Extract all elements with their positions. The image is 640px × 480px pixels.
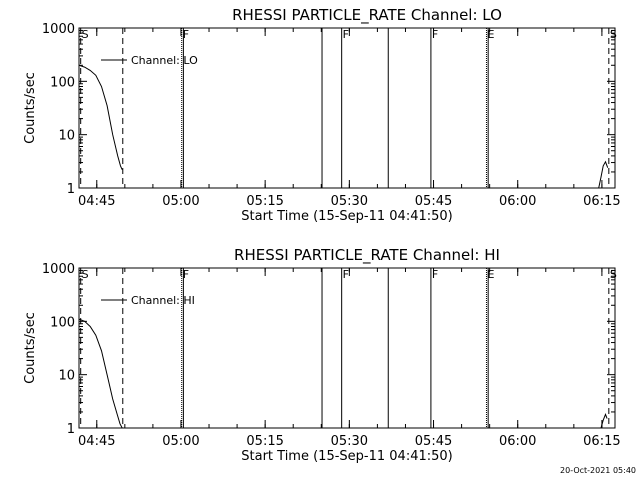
y-tick-label: 1000 (42, 22, 75, 37)
event-marker-label: E (487, 268, 494, 281)
y-tick-label: 100 (50, 315, 75, 330)
y-tick-label: 100 (50, 75, 75, 90)
plot-frame (78, 27, 616, 189)
y-axis-label: Counts/sec (23, 312, 38, 384)
x-tick-label: 06:15 (583, 434, 620, 449)
event-marker-label: F (432, 28, 438, 41)
x-tick-label: 05:30 (331, 434, 368, 449)
x-tick-label: 05:00 (162, 194, 199, 209)
event-marker-label: F (183, 28, 189, 41)
series-line (598, 160, 609, 189)
x-axis-label: Start Time (15-Sep-11 04:41:50) (241, 209, 452, 224)
event-marker-label: S (82, 28, 89, 41)
y-axis-label: Counts/sec (23, 72, 38, 144)
event-marker-label: F (343, 28, 349, 41)
y-tick-label: 1000 (42, 262, 75, 277)
y-tick-label: 1 (67, 422, 75, 437)
x-tick-label: 06:15 (583, 194, 620, 209)
x-tick-label: 06:00 (499, 194, 536, 209)
footer-timestamp: 20-Oct-2021 05:40 (560, 466, 636, 475)
event-marker-label: S (610, 268, 617, 281)
event-marker-label: F (183, 268, 189, 281)
legend-label: Channel: LO (131, 54, 198, 67)
plot-frame (78, 267, 616, 429)
y-tick-label: 10 (58, 129, 75, 144)
event-marker-label: S (610, 28, 617, 41)
x-tick-label: 05:00 (162, 434, 199, 449)
event-marker-label: E (487, 28, 494, 41)
x-tick-label: 05:45 (415, 434, 452, 449)
x-tick-label: 04:45 (78, 194, 115, 209)
series-line (78, 318, 123, 429)
event-marker-label: F (343, 268, 349, 281)
x-tick-label: 05:15 (246, 194, 283, 209)
event-marker-label: F (432, 268, 438, 281)
x-tick-label: 05:45 (415, 194, 452, 209)
x-tick-label: 05:15 (246, 434, 283, 449)
x-axis-label: Start Time (15-Sep-11 04:41:50) (241, 449, 452, 464)
x-tick-label: 04:45 (78, 434, 115, 449)
y-tick-label: 10 (58, 369, 75, 384)
x-tick-label: 06:00 (499, 434, 536, 449)
series-line (78, 64, 123, 170)
event-marker-label: S (82, 268, 89, 281)
hi-channel-panel: RHESSI PARTICLE_RATE Channel: HI 1 10 100 10… (23, 246, 621, 464)
y-tick-label: 1 (67, 182, 75, 197)
x-tick-label: 05:30 (331, 194, 368, 209)
chart-title: RHESSI PARTICLE_RATE Channel: HI (234, 246, 500, 265)
legend-label: Channel: HI (131, 294, 195, 307)
chart-title: RHESSI PARTICLE_RATE Channel: LO (232, 6, 502, 25)
series-line (600, 413, 608, 429)
lo-channel-panel: RHESSI PARTICLE_RATE Channel: LO 1 10 100 10… (23, 6, 621, 224)
